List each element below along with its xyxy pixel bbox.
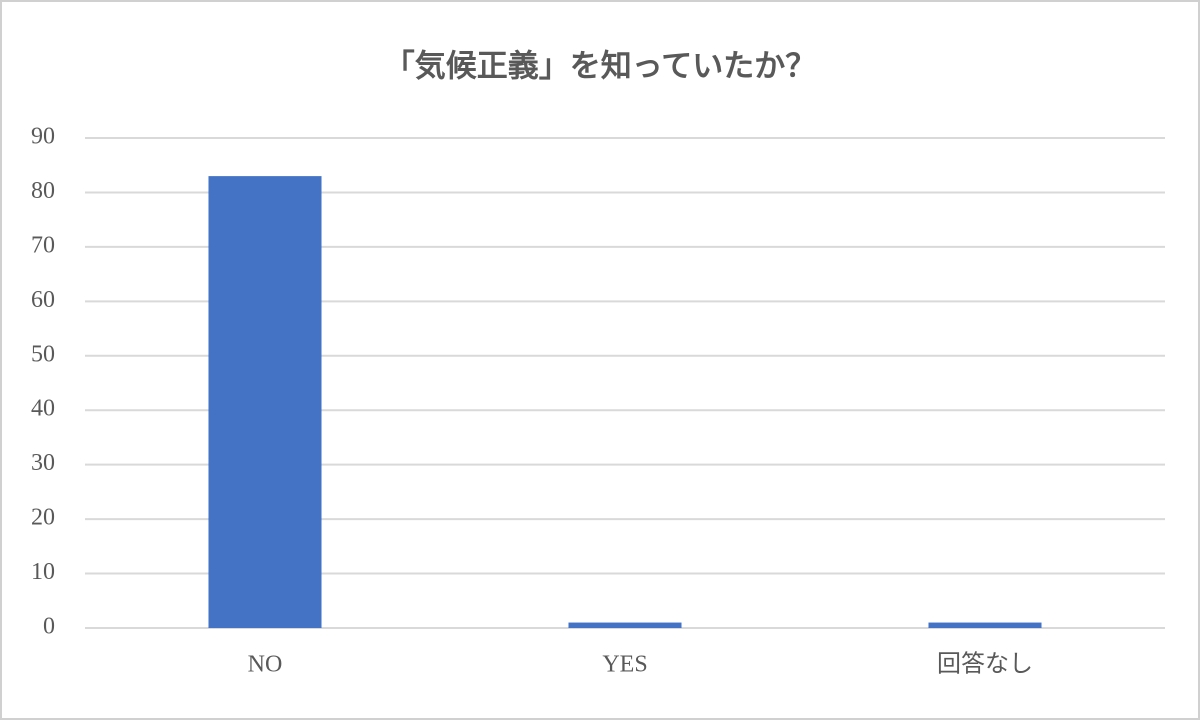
bar	[568, 622, 682, 628]
y-tick-label: 10	[31, 559, 55, 585]
x-tick-label: NO	[248, 652, 283, 678]
y-tick-label: 60	[31, 287, 55, 313]
x-tick-label: YES	[602, 652, 647, 678]
y-tick-label: 40	[31, 396, 55, 422]
y-tick-label: 70	[31, 232, 55, 258]
chart-title: 「気候正義」を知っていたか？	[384, 49, 816, 85]
y-tick-label: 30	[31, 450, 55, 476]
bar	[928, 622, 1042, 628]
y-tick-label: 50	[31, 341, 55, 367]
x-tick-label: 回答なし	[937, 651, 1033, 678]
bar	[208, 176, 322, 628]
y-tick-label: 90	[31, 124, 55, 150]
y-tick-label: 0	[43, 614, 55, 640]
y-tick-label: 80	[31, 178, 55, 204]
y-tick-label: 20	[31, 505, 55, 531]
